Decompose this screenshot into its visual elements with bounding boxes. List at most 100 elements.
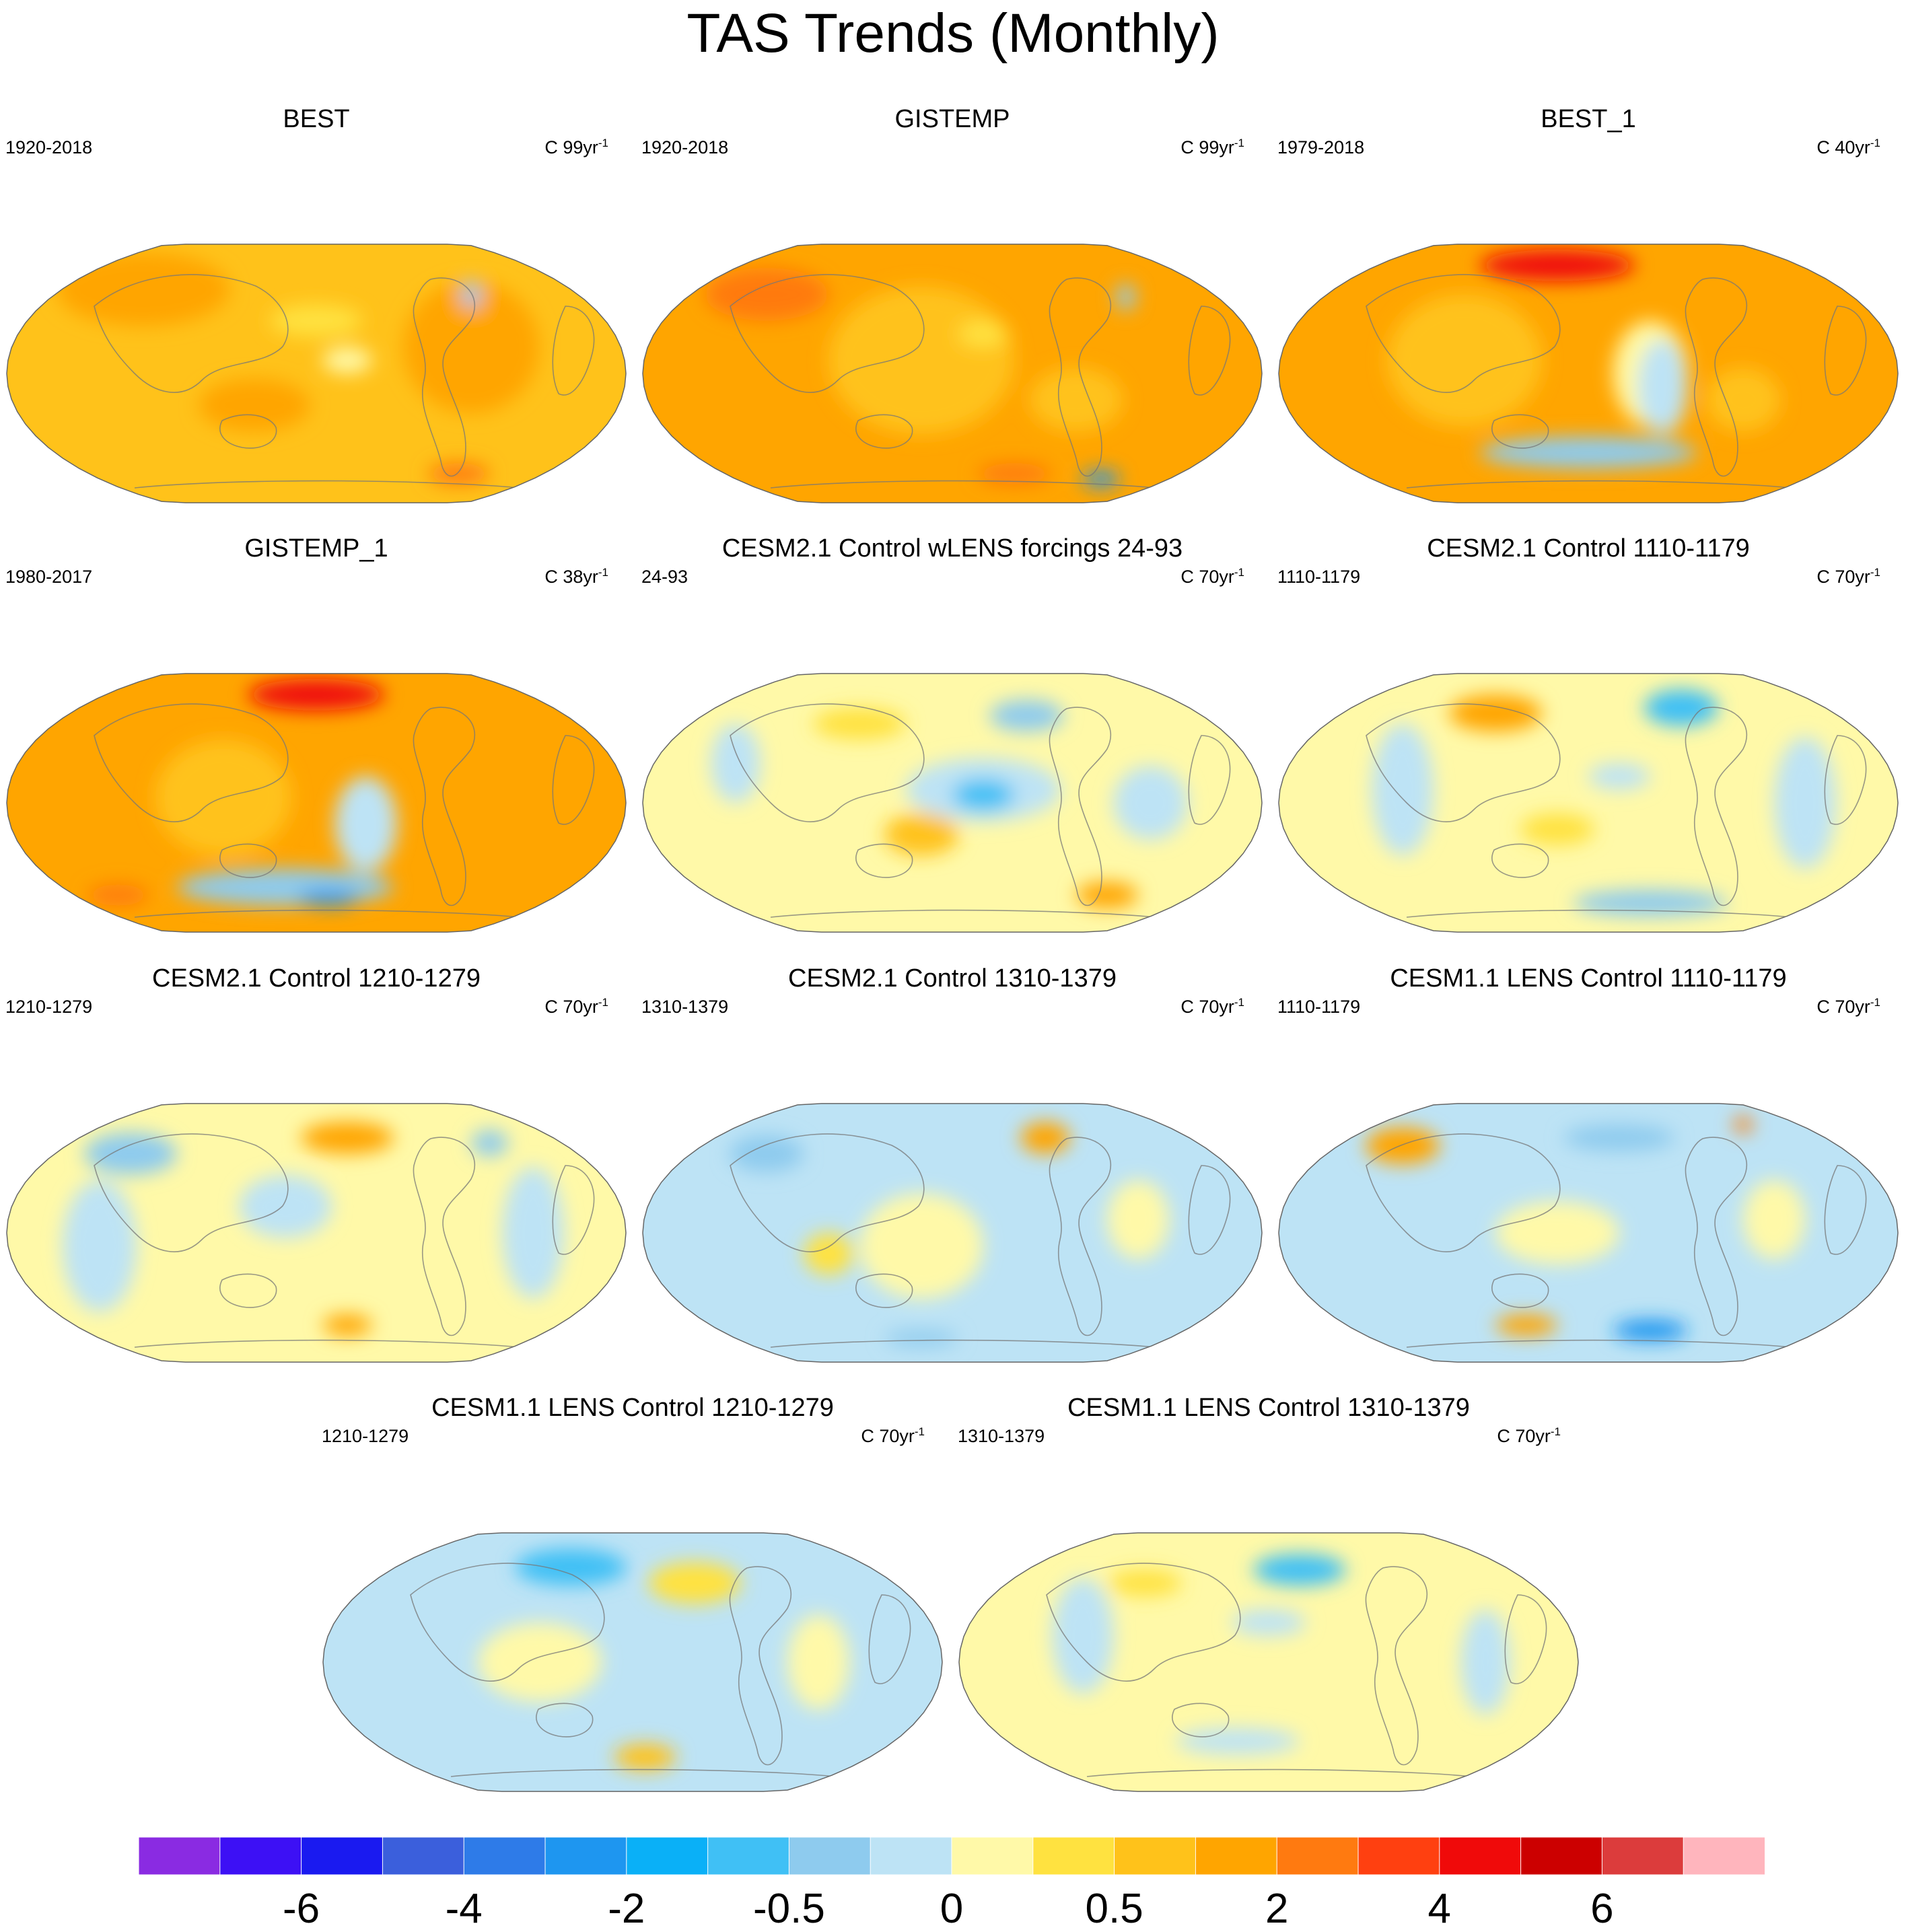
panel-title: CESM2.1 Control wLENS forcings 24-93 — [721, 534, 1183, 563]
map-border — [958, 1532, 1579, 1792]
panel-title: BEST — [283, 105, 350, 133]
panel-title: CESM2.1 Control 1110-1179 — [1427, 534, 1750, 563]
coastline — [730, 274, 1231, 494]
coastline — [410, 1563, 911, 1783]
trend-region — [1613, 1320, 1688, 1341]
colorbar-swatch — [707, 1837, 790, 1875]
trend-region — [958, 320, 1008, 347]
units-text: C 70yr — [1180, 997, 1234, 1017]
colorbar-swatch — [1683, 1837, 1765, 1875]
panel-period: 1980-2017 — [5, 567, 93, 587]
figure-title: TAS Trends (Monthly) — [686, 3, 1220, 64]
colorbar-swatch — [1520, 1837, 1603, 1875]
trend-map — [1278, 1103, 1899, 1363]
trend-region — [1372, 723, 1434, 856]
trend-region — [952, 779, 1014, 811]
trend-region — [1176, 1728, 1300, 1755]
trend-region — [1563, 1124, 1675, 1151]
units-text: C 99yr — [544, 137, 598, 157]
trend-region — [322, 1314, 372, 1336]
colorbar-tick-label: -6 — [283, 1886, 320, 1932]
trend-region — [614, 1744, 676, 1770]
trend-region — [177, 869, 394, 906]
colorbar-swatch — [626, 1837, 709, 1875]
trend-region — [1253, 1554, 1346, 1586]
trend-region — [1052, 1577, 1114, 1694]
trend-region — [711, 723, 761, 803]
trend-region — [297, 890, 360, 906]
map-panel: CESM1.1 LENS Control 1110-1179 1110-1179 C… — [1272, 964, 1905, 1367]
trend-map — [642, 673, 1263, 933]
trend-map — [1278, 673, 1899, 933]
panel-units: C 70yr-1 — [1816, 992, 1880, 1017]
trend-region — [322, 347, 372, 373]
trend-region — [787, 1614, 849, 1710]
map-panel: GISTEMP_1 1980-2017 C 38yr-1 — [0, 534, 633, 937]
trend-region — [402, 281, 540, 413]
trend-region — [1520, 813, 1595, 845]
units-exponent: -1 — [598, 996, 608, 1009]
coastline — [1366, 1133, 1867, 1353]
trend-region — [1020, 1122, 1070, 1154]
coastline — [94, 703, 595, 923]
map-panel: CESM1.1 LENS Control 1310-1379 1310-1379 C… — [952, 1393, 1585, 1797]
colorbar-tick-label: -2 — [608, 1886, 645, 1932]
trend-map — [6, 244, 627, 503]
colorbar-tick-label: 0.5 — [1085, 1886, 1143, 1932]
trend-region — [87, 884, 149, 906]
trend-region — [301, 1122, 394, 1154]
colorbar-swatch — [544, 1837, 627, 1875]
map-panel: GISTEMP 1920-2018 C 99yr-1 — [636, 104, 1269, 508]
units-text: C 70yr — [1816, 567, 1870, 587]
units-exponent: -1 — [1550, 1425, 1561, 1438]
trend-region — [884, 813, 959, 856]
units-text: C 40yr — [1816, 137, 1870, 157]
coastline — [94, 1133, 595, 1353]
units-exponent: -1 — [1870, 137, 1880, 149]
trend-region — [1480, 249, 1635, 281]
trend-map — [6, 1103, 627, 1363]
colorbar-swatch — [301, 1837, 384, 1875]
panel-title: CESM1.1 LENS Control 1310-1379 — [1067, 1394, 1470, 1422]
panel-title: CESM1.1 LENS Control 1110-1179 — [1390, 964, 1787, 993]
trend-map — [322, 1532, 943, 1792]
coastline — [1366, 703, 1867, 923]
trend-region — [502, 1167, 564, 1299]
trend-region — [1076, 882, 1138, 908]
units-exponent: -1 — [598, 137, 608, 149]
trend-region — [648, 1562, 741, 1604]
trend-region — [1637, 339, 1688, 435]
panel-units: C 70yr-1 — [1180, 562, 1244, 587]
trend-region — [804, 1233, 853, 1275]
units-text: C 38yr — [544, 567, 598, 587]
trend-region — [1734, 1116, 1753, 1133]
trend-region — [1107, 1569, 1183, 1596]
panel-period: 1310-1379 — [958, 1426, 1045, 1446]
map-border — [322, 1532, 943, 1792]
units-text: C 70yr — [861, 1426, 915, 1446]
trend-region — [1480, 437, 1697, 469]
panel-units: C 40yr-1 — [1816, 133, 1880, 158]
units-exponent: -1 — [1234, 137, 1244, 149]
trend-region — [199, 378, 310, 432]
panel-units: C 70yr-1 — [861, 1421, 925, 1447]
trend-region — [1495, 1314, 1557, 1336]
coastline — [730, 703, 1231, 923]
trend-map — [6, 673, 627, 933]
colorbar-swatch — [463, 1837, 546, 1875]
coastline — [1366, 274, 1867, 494]
units-text: C 99yr — [1180, 137, 1234, 157]
map-panel: CESM2.1 Control 1310-1379 1310-1379 C 70yr… — [636, 964, 1269, 1367]
trend-region — [239, 1174, 332, 1238]
colorbar-swatch — [219, 1837, 302, 1875]
map-panel: BEST_1 1979-2018 C 40yr-1 — [1272, 104, 1905, 508]
panel-title: GISTEMP — [894, 105, 1010, 133]
trend-region — [1460, 1609, 1510, 1715]
panel-units: C 99yr-1 — [1180, 133, 1244, 158]
colorbar-swatch — [1439, 1837, 1522, 1875]
trend-region — [1030, 368, 1123, 432]
panel-period: 1310-1379 — [641, 997, 729, 1017]
panel-period: 24-93 — [641, 567, 689, 587]
map-border — [1278, 244, 1899, 503]
map-panel: CESM2.1 Control wLENS forcings 24-93 24-9… — [636, 534, 1269, 937]
